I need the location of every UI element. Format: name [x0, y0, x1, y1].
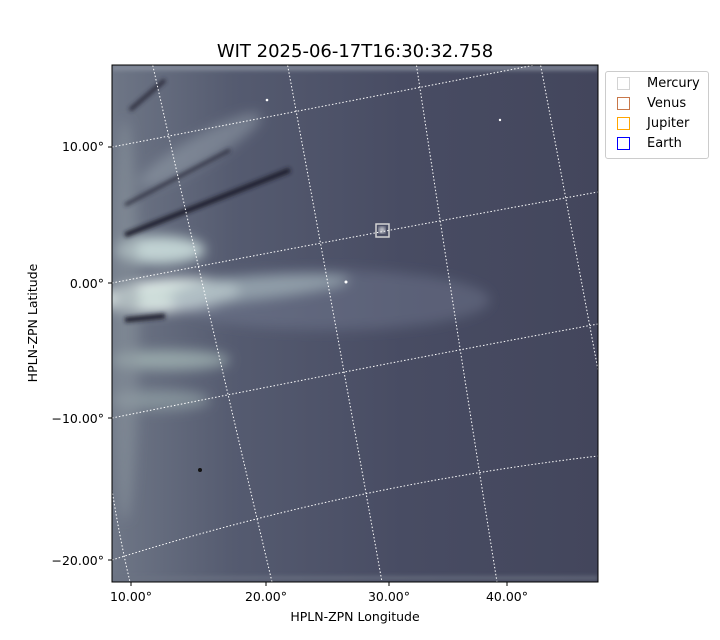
legend-label: Mercury: [647, 75, 700, 91]
y-tick-label: 10.00°: [62, 139, 104, 154]
legend-swatch: [617, 76, 630, 90]
legend-swatch: [617, 136, 630, 150]
image-area: [112, 65, 598, 582]
x-tick-label: 40.00°: [486, 589, 528, 604]
x-tick-label: 30.00°: [368, 589, 410, 604]
legend-item-venus: Venus: [617, 95, 686, 111]
legend-item-earth: Earth: [617, 135, 682, 151]
marker-mercury: [375, 223, 390, 238]
chart-title: WIT 2025-06-17T16:30:32.758: [217, 41, 493, 62]
legend-label: Venus: [647, 95, 687, 111]
legend-swatch: [617, 96, 630, 110]
legend-item-mercury: Mercury: [617, 75, 700, 91]
coordinate-grid: [112, 65, 598, 582]
legend-swatch: [617, 116, 630, 130]
legend-label: Earth: [647, 135, 682, 151]
y-tick-label: −10.00°: [51, 411, 104, 426]
x-tick-label: 10.00°: [110, 589, 152, 604]
legend: Mercury Venus Jupiter Earth: [605, 71, 709, 159]
legend-item-jupiter: Jupiter: [617, 115, 689, 131]
y-tick-label: 0.00°: [70, 276, 104, 291]
y-tick-label: −20.00°: [51, 553, 104, 568]
x-tick-label: 20.00°: [245, 589, 287, 604]
x-axis-label: HPLN-ZPN Longitude: [290, 609, 420, 624]
y-axis-label: HPLN-ZPN Latitude: [25, 263, 40, 382]
legend-label: Jupiter: [647, 115, 690, 131]
